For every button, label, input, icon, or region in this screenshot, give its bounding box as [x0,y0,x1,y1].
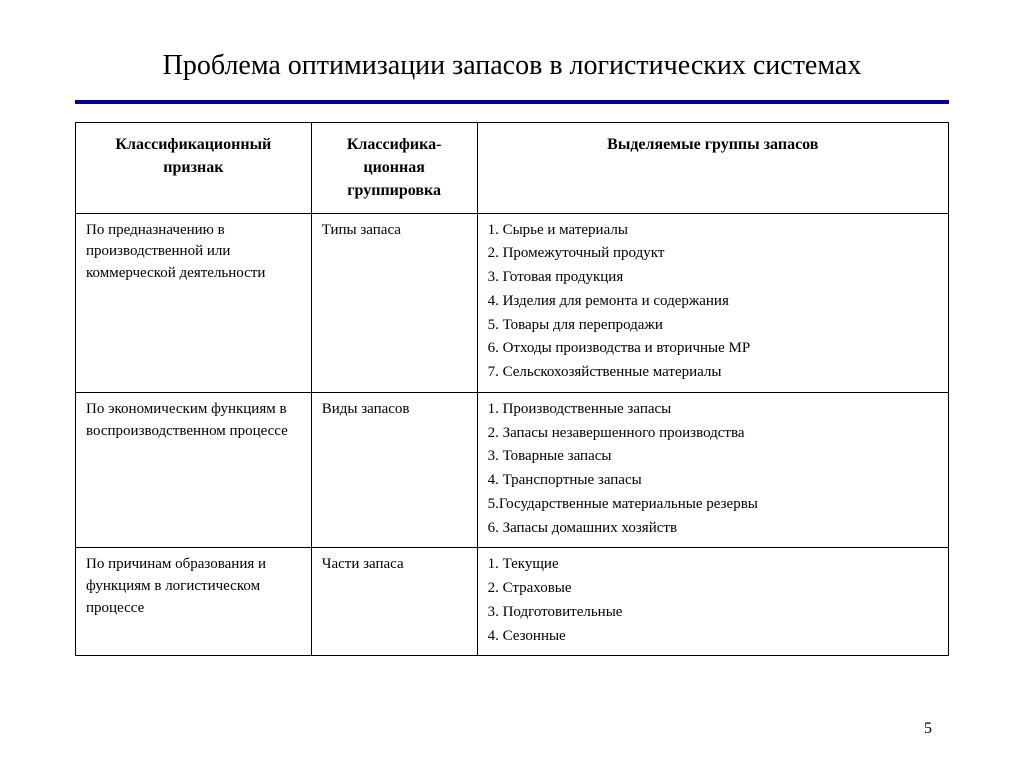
cell-criterion: По причинам образования и функциям в лог… [76,548,312,656]
cell-grouping: Виды запасов [311,392,477,548]
list-item: 6. Отходы производства и вторичные МР [488,338,938,360]
list-item: 5.Государственные материальные резервы [488,494,938,516]
table-row: По предназначению в производственной или… [76,213,949,392]
list-item: 5. Товары для перепродажи [488,315,938,337]
slide-title: Проблема оптимизации запасов в логистиче… [75,50,949,82]
header-col2: Классифика-ционная группировка [311,123,477,214]
list-item: 2. Запасы незавершенного производства [488,423,938,445]
list-item: 2. Страховые [488,578,938,600]
header-col1: Классификационный признак [76,123,312,214]
header-col3: Выделяемые группы запасов [477,123,948,214]
classification-table: Классификационный признак Классифика-цио… [75,122,949,656]
cell-groups: 1. Производственные запасы 2. Запасы нез… [477,392,948,548]
list-item: 2. Промежуточный продукт [488,243,938,265]
table-row: По причинам образования и функциям в лог… [76,548,949,656]
cell-groups: 1. Сырье и материалы 2. Промежуточный пр… [477,213,948,392]
list-item: 1. Производственные запасы [488,399,938,421]
cell-grouping: Типы запаса [311,213,477,392]
table-row: По экономическим функциям в воспроизводс… [76,392,949,548]
list-item: 3. Подготовительные [488,602,938,624]
list-item: 1. Сырье и материалы [488,220,938,242]
cell-grouping: Части запаса [311,548,477,656]
list-item: 3. Готовая продукция [488,267,938,289]
list-item: 4. Сезонные [488,626,938,648]
cell-groups: 1. Текущие 2. Страховые 3. Подготовитель… [477,548,948,656]
list-item: 4. Транспортные запасы [488,470,938,492]
list-item: 6. Запасы домашних хозяйств [488,518,938,540]
list-item: 4. Изделия для ремонта и содержания [488,291,938,313]
list-item: 1. Текущие [488,554,938,576]
list-item: 3. Товарные запасы [488,446,938,468]
list-item: 7. Сельскохозяйственные материалы [488,362,938,384]
table-header-row: Классификационный признак Классифика-цио… [76,123,949,214]
cell-criterion: По экономическим функциям в воспроизводс… [76,392,312,548]
page-number: 5 [924,720,932,738]
title-divider [75,100,949,104]
cell-criterion: По предназначению в производственной или… [76,213,312,392]
